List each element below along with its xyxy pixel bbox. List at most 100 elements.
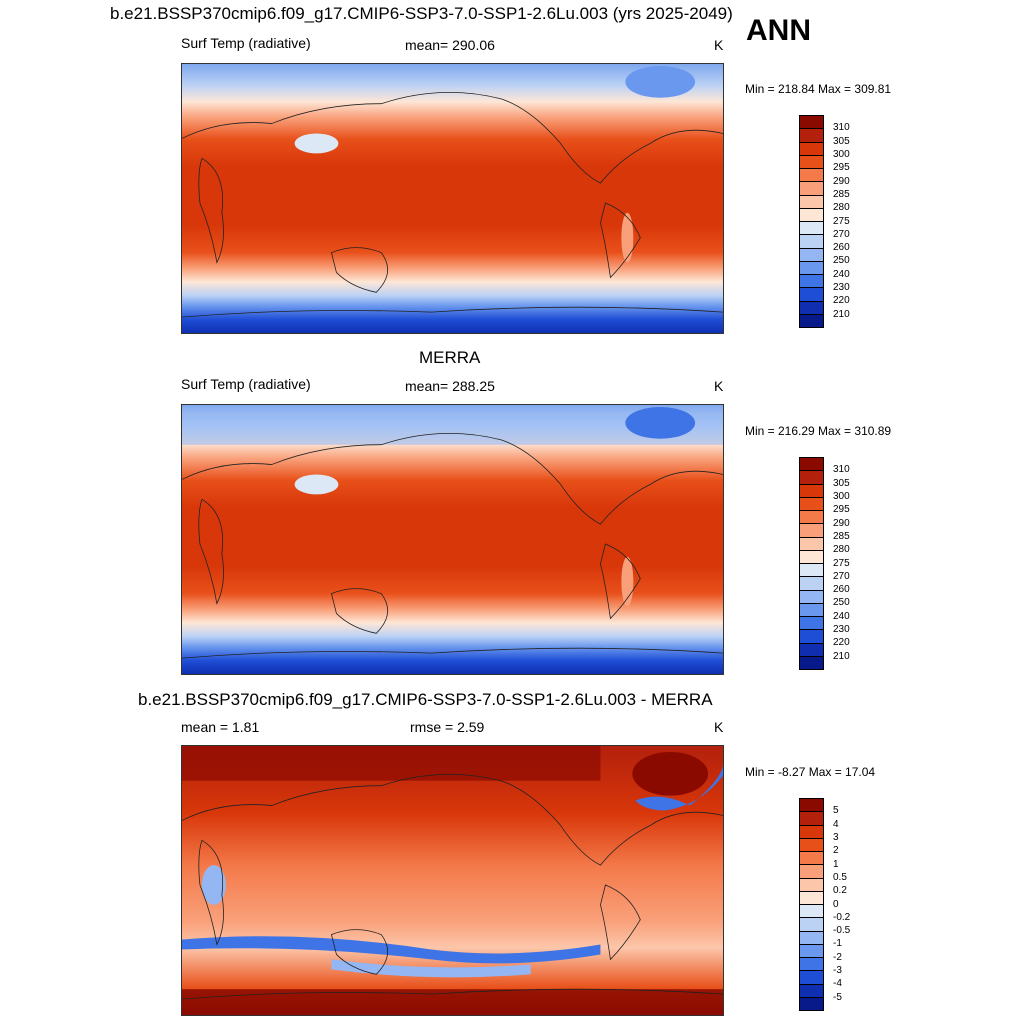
panel1-colorbar-swatch <box>800 288 823 302</box>
panel3-africa-cold <box>201 865 226 905</box>
panel2-andes-cool <box>621 556 634 607</box>
panel2-colorbar-swatch <box>800 524 823 538</box>
panel2-colorbar-label: 230 <box>833 624 850 636</box>
panel2-colorbar-label: 210 <box>833 650 850 662</box>
panel2-colorbar-label: 310 <box>833 464 850 476</box>
panel3-colorbar-swatch <box>800 918 823 932</box>
panel3-coastlines <box>182 773 723 1000</box>
panel1-colorbar-swatch <box>800 169 823 183</box>
panel1-colorbar-swatch <box>800 275 823 289</box>
panel3-colorbar-swatch <box>800 984 823 998</box>
panel3-colorbar-label: 3 <box>833 831 839 843</box>
panel1-colorbar-label: 270 <box>833 228 850 240</box>
panel3-arctic-warm <box>182 746 601 781</box>
panel1-colorbar-swatch <box>800 261 823 275</box>
panel1-colorbar-swatch <box>800 208 823 222</box>
panel1-colorbar-swatch <box>800 314 823 327</box>
panel3-colorbar-label: -0.2 <box>833 911 851 923</box>
panel2-colorbar-swatch <box>800 656 823 669</box>
panel3-colorbar-swatch <box>800 852 823 866</box>
panel3-colorbar-swatch <box>800 865 823 879</box>
panel1-tibet-cold <box>294 133 339 154</box>
panel1-map-svg <box>182 64 723 333</box>
panel2-greenland-cold <box>625 406 696 439</box>
panel3-colorbar-swatch <box>800 891 823 905</box>
panel2-colorbar-label: 220 <box>833 637 850 649</box>
panel3-colorbar-label: -5 <box>833 991 842 1003</box>
panel1-colorbar-swatch <box>800 116 823 130</box>
panel3-map <box>181 745 724 1016</box>
panel2-colorbar-swatch <box>800 564 823 578</box>
panel3-greenland-warm <box>632 751 709 796</box>
panel1-mean: mean= 290.06 <box>405 37 495 53</box>
panel2-colorbar-swatch <box>800 511 823 525</box>
panel3-units: K <box>714 719 724 735</box>
panel3-rmse: rmse = 2.59 <box>410 719 485 735</box>
panel2-colorbar-swatch <box>800 537 823 551</box>
panel1-colorbar-swatch <box>800 235 823 249</box>
panel2-colorbar-swatch <box>800 617 823 631</box>
panel2-colorbar-swatch <box>800 603 823 617</box>
panel2-map-svg <box>182 405 723 674</box>
panel2-title: MERRA <box>419 348 481 367</box>
panel1-colorbar-label: 295 <box>833 162 850 174</box>
panel2-colorbar-swatch <box>800 630 823 644</box>
panel1-coastlines <box>182 91 723 318</box>
panel3-minmax: Min = -8.27 Max = 17.04 <box>745 765 876 779</box>
panel1-colorbar-swatch <box>800 248 823 262</box>
panel2-colorbar-swatch <box>800 550 823 564</box>
panel2-colorbar-swatch <box>800 643 823 657</box>
panel2-colorbar-swatch <box>800 458 823 472</box>
panel3-colorbar <box>799 798 824 1011</box>
panel3-colorbar-swatch <box>800 825 823 839</box>
panel2-colorbar-label: 285 <box>833 530 850 542</box>
panel3-southern-cold-band-2 <box>331 959 531 978</box>
panel3-colorbar-label: -3 <box>833 965 842 977</box>
panel1-colorbar-label: 310 <box>833 122 850 134</box>
panel2-colorbar-label: 290 <box>833 517 850 529</box>
panel3-colorbar-swatch <box>800 997 823 1010</box>
panel2-tibet-cold <box>294 474 339 495</box>
panel1-colorbar-label: 230 <box>833 282 850 294</box>
panel1-colorbar-label: 210 <box>833 308 850 320</box>
panel2-colorbar-label: 250 <box>833 597 850 609</box>
panel3-colorbar-swatch <box>800 958 823 972</box>
panel1-colorbar-swatch <box>800 129 823 143</box>
panel2-field <box>182 405 723 674</box>
panel3-colorbar-swatch <box>800 799 823 813</box>
panel2-colorbar-swatch <box>800 484 823 498</box>
panel2-map <box>181 404 724 675</box>
panel3-southern-cold-band <box>182 936 601 964</box>
panel2-colorbar-swatch <box>800 471 823 485</box>
plot-title: b.e21.BSSP370cmip6.f09_g17.CMIP6-SSP3-7.… <box>110 4 733 23</box>
panel3-labrador-cold <box>635 765 723 811</box>
panel2-coastlines <box>182 432 723 659</box>
panel1-colorbar-label: 300 <box>833 148 850 160</box>
panel2-variable: Surf Temp (radiative) <box>181 376 311 392</box>
panel2-units: K <box>714 378 724 394</box>
panel2-colorbar-swatch <box>800 590 823 604</box>
panel1-colorbar-label: 260 <box>833 242 850 254</box>
panel2-colorbar-label: 240 <box>833 610 850 622</box>
panel2-colorbar-label: 300 <box>833 490 850 502</box>
panel3-colorbar-label: 5 <box>833 805 839 817</box>
panel3-colorbar-swatch <box>800 905 823 919</box>
panel2-colorbar-swatch <box>800 497 823 511</box>
panel1-minmax: Min = 218.84 Max = 309.81 <box>745 82 892 96</box>
panel1-greenland-cold <box>625 65 696 98</box>
panel1-colorbar <box>799 115 824 328</box>
panel1-colorbar-label: 280 <box>833 202 850 214</box>
panel2-minmax: Min = 216.29 Max = 310.89 <box>745 424 892 438</box>
panel2-colorbar-swatch <box>800 577 823 591</box>
panel1-colorbar-swatch <box>800 155 823 169</box>
panel3-colorbar-label: 0.2 <box>833 885 847 897</box>
panel1-colorbar-swatch <box>800 142 823 156</box>
panel3-colorbar-swatch <box>800 812 823 826</box>
panel3-colorbar-swatch <box>800 878 823 892</box>
panel3-colorbar-label: 0 <box>833 898 839 910</box>
panel1-map <box>181 63 724 334</box>
panel1-colorbar-swatch <box>800 182 823 196</box>
panel2-mean: mean= 288.25 <box>405 378 495 394</box>
panel1-units: K <box>714 37 724 53</box>
panel3-colorbar-label: -1 <box>833 938 842 950</box>
